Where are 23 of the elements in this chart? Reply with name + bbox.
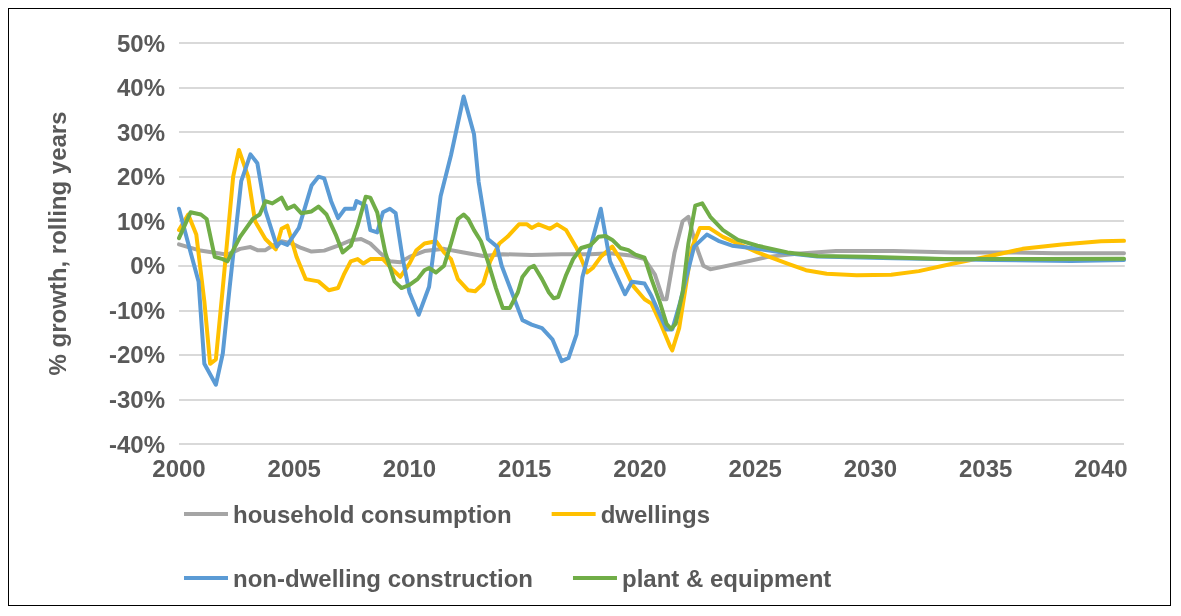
y-tick-label: 50% [116, 29, 165, 57]
y-tick-label: 30% [116, 118, 165, 146]
line-series [177, 194, 1126, 332]
y-tick-label: -20% [108, 341, 165, 369]
y-axis-title: % growth, rolling years [43, 111, 71, 376]
y-tick-label: 10% [116, 207, 165, 235]
y-tick-label: -10% [108, 296, 165, 324]
x-tick-label: 2035 [959, 454, 1013, 482]
legend-label: dwellings [600, 500, 711, 528]
x-tick-label: 2010 [382, 454, 437, 482]
legend-label: non-dwelling construction [233, 564, 533, 592]
x-tick-label: 2030 [843, 454, 898, 482]
legend-label: household consumption [233, 500, 512, 528]
x-tick-label: 2025 [728, 454, 782, 482]
x-tick-label: 2015 [498, 454, 552, 482]
x-tick-label: 2040 [1074, 454, 1128, 482]
legend-label: plant & equipment [621, 564, 832, 592]
x-tick-label: 2020 [613, 454, 667, 482]
y-tick-label: -30% [108, 385, 165, 413]
y-tick-label: 40% [116, 74, 165, 102]
y-tick-label: 0% [130, 252, 165, 280]
y-tick-label: 20% [116, 163, 165, 191]
x-tick-label: 2005 [267, 454, 321, 482]
